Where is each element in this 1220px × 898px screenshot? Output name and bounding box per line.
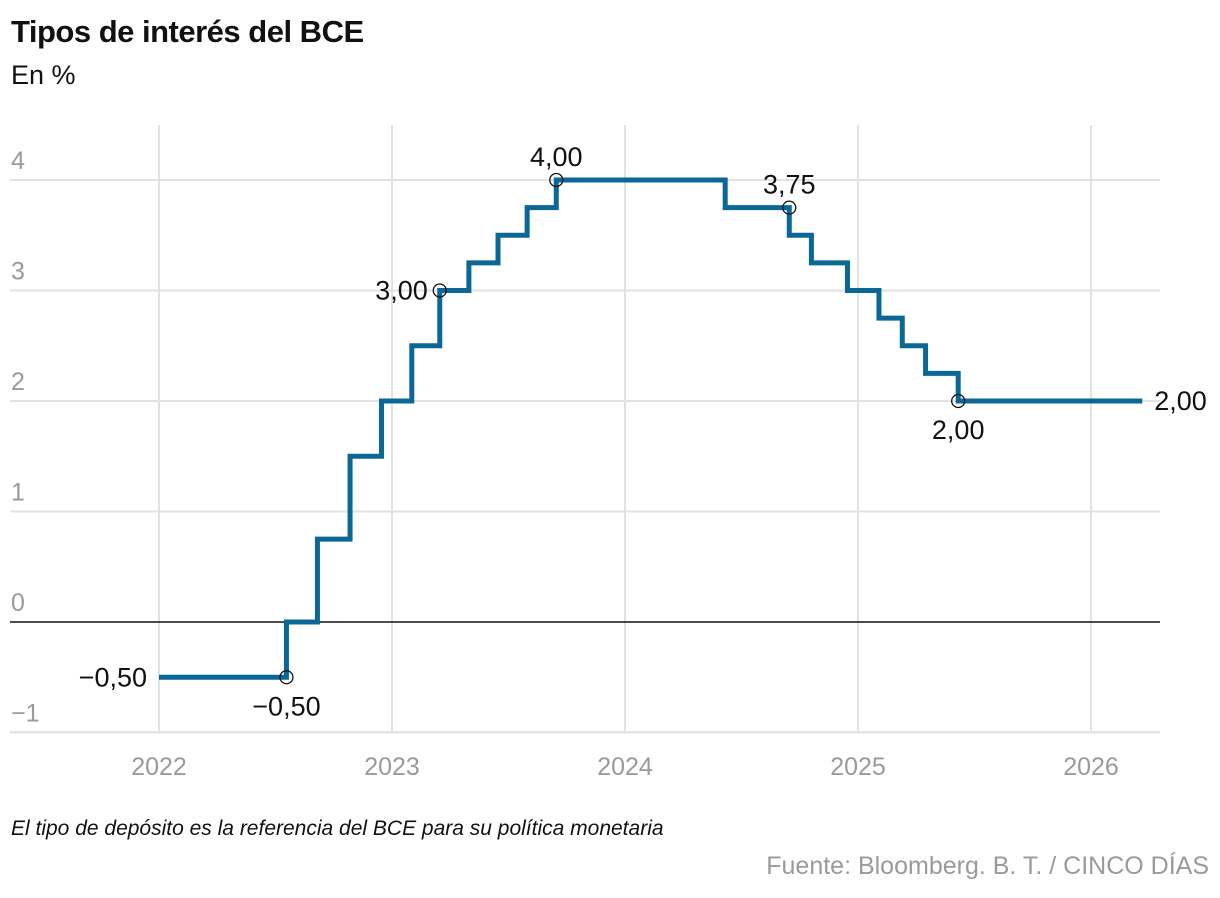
chart-title: Tipos de interés del BCE bbox=[11, 14, 364, 49]
series-layer bbox=[159, 177, 1143, 680]
x-tick-label-2025: 2025 bbox=[830, 753, 886, 781]
data-label-6: 2,00 bbox=[1154, 386, 1207, 416]
grid bbox=[10, 125, 1160, 734]
x-tick-label-2026: 2026 bbox=[1063, 753, 1119, 781]
annotations: −0,50 −0,50 3,00 4,00 3,75 2,00 2,00 bbox=[79, 142, 1207, 721]
point-marker-2 bbox=[432, 283, 447, 298]
point-marker-3 bbox=[549, 172, 564, 188]
data-label-3: 4,00 bbox=[530, 142, 583, 172]
data-label-0: −0,50 bbox=[79, 662, 147, 692]
y-tick-label-4: 4 bbox=[11, 147, 25, 175]
y-tick-label-1: 1 bbox=[11, 479, 25, 507]
data-label-5: 2,00 bbox=[932, 415, 985, 445]
y-tick-label-2: 2 bbox=[11, 368, 25, 396]
series-line-0 bbox=[159, 177, 1143, 680]
point-marker-1 bbox=[279, 670, 294, 685]
data-label-1: −0,50 bbox=[252, 691, 320, 721]
y-axis: −1 0 1 2 3 4 bbox=[11, 147, 40, 728]
x-tick-label-2022: 2022 bbox=[131, 753, 187, 781]
y-tick-label-0: 0 bbox=[11, 589, 25, 617]
data-label-2: 3,00 bbox=[375, 276, 428, 306]
source-credit: Fuente: Bloomberg. B. T. / CINCO DÍAS bbox=[766, 852, 1209, 880]
y-tick-label--1: −1 bbox=[11, 700, 40, 728]
y-tick-label-3: 3 bbox=[11, 258, 25, 286]
point-marker-5 bbox=[951, 393, 966, 409]
data-label-4: 3,75 bbox=[763, 170, 816, 200]
x-tick-label-2023: 2023 bbox=[364, 753, 420, 781]
x-axis: 2022 2023 2024 2025 2026 bbox=[131, 753, 1119, 781]
chart-subtitle: En % bbox=[11, 60, 76, 90]
x-tick-label-2024: 2024 bbox=[597, 753, 653, 781]
footnote: El tipo de depósito es la referencia del… bbox=[11, 817, 664, 840]
point-marker-4 bbox=[782, 200, 797, 215]
